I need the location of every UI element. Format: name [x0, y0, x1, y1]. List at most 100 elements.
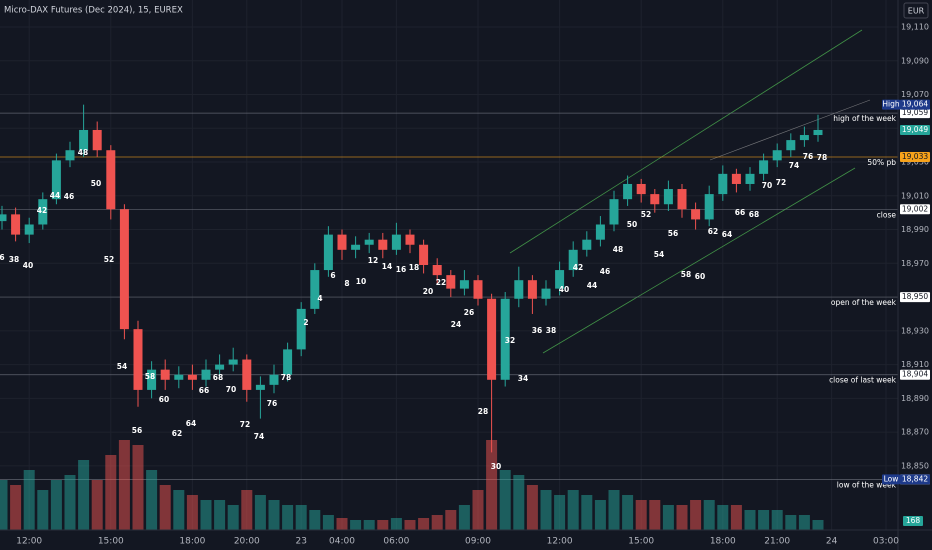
tag-name-box	[882, 474, 900, 485]
x-tick-label: 06:00	[383, 537, 409, 547]
volume-bar	[567, 490, 579, 530]
candle-body	[283, 349, 293, 375]
volume-bar	[581, 495, 593, 530]
volume-tag	[903, 516, 923, 526]
volume-bar	[798, 515, 810, 530]
candle-body	[636, 183, 646, 195]
volume-bar	[37, 490, 49, 530]
candle-body	[378, 239, 388, 250]
level-tag	[900, 204, 930, 215]
candle-body	[92, 129, 102, 151]
x-tick-label: 04:00	[329, 537, 355, 547]
volume	[0, 440, 824, 530]
volume-bar	[608, 490, 620, 530]
candle-body	[160, 369, 170, 380]
volume-bar	[635, 500, 647, 530]
y-tick-label: 18,850	[901, 461, 929, 470]
volume-bar	[146, 470, 158, 530]
x-tick-label: 15:00	[98, 537, 124, 547]
volume-bar	[23, 470, 35, 530]
candle-body	[527, 280, 537, 299]
volume-bar	[703, 500, 715, 530]
volume-bar	[744, 510, 756, 530]
bar-count: 40	[23, 261, 33, 270]
price-tag-label: 19,064	[902, 100, 928, 109]
channel-upper	[509, 29, 863, 254]
candle-body	[351, 244, 361, 250]
y-tick-label: 19,110	[901, 23, 929, 32]
bar-count: 52	[641, 210, 651, 219]
volume-bar	[322, 515, 334, 530]
level-name: close	[877, 210, 897, 219]
grid	[0, 0, 898, 530]
bar-count: 74	[789, 161, 799, 170]
bar-count: 72	[240, 420, 250, 429]
candle-body	[269, 374, 279, 385]
bar-count: 60	[695, 272, 705, 281]
volume-bar	[173, 490, 185, 530]
volume-bar	[377, 520, 389, 530]
y-tick-label: 18,910	[901, 360, 929, 369]
currency-box[interactable]	[903, 2, 929, 19]
bar-count: 64	[186, 419, 196, 428]
bar-count: 70	[226, 385, 236, 394]
bar-count: 42	[37, 206, 47, 215]
level-name: open of the week	[831, 298, 897, 307]
x-tick-label: 24	[826, 537, 838, 547]
candle-body	[38, 199, 48, 225]
level-tag-label: 19,033	[902, 152, 928, 161]
volume-bar	[404, 520, 416, 530]
bar-count: 38	[546, 326, 556, 335]
level-tag-label: 18,950	[902, 292, 928, 301]
volume-bar	[785, 515, 797, 530]
volume-bar	[214, 500, 226, 530]
candle-body	[65, 150, 75, 161]
bar-count: 10	[356, 277, 366, 286]
level-name: close of last week	[829, 376, 897, 385]
candle-body	[691, 209, 701, 220]
volume-bar	[118, 440, 130, 530]
candle-body	[704, 194, 714, 220]
y-tick-label: 18,990	[901, 225, 929, 234]
price-tag	[900, 474, 930, 485]
bar-count: 68	[213, 373, 223, 382]
bar-count: 78	[817, 153, 827, 162]
bar-count: 28	[478, 407, 488, 416]
candle-body	[745, 173, 755, 184]
candle-body	[51, 160, 61, 200]
bar-count: 54	[654, 250, 664, 259]
volume-bar	[758, 510, 770, 530]
bar-count: 26	[464, 308, 474, 317]
x-tick-label: 09:00	[465, 537, 491, 547]
candle-body	[772, 150, 782, 161]
bar-count: 66	[735, 208, 745, 217]
candle-body	[24, 224, 34, 235]
x-tick-label: 12:00	[547, 537, 573, 547]
tag-name: Low	[884, 474, 899, 483]
x-tick-label: 12:00	[16, 537, 42, 547]
channels	[509, 29, 871, 354]
candle-body	[147, 369, 157, 390]
bar-count: 36	[532, 326, 542, 335]
level-tag	[900, 292, 930, 303]
bar-count: 60	[159, 395, 169, 404]
bar-count: 78	[281, 373, 291, 382]
candle-body	[813, 129, 823, 136]
bar-count: 68	[749, 210, 759, 219]
bar-count: 48	[78, 148, 88, 157]
bar-count: 72	[776, 178, 786, 187]
tag-name-box	[882, 99, 900, 110]
bar-count: 56	[668, 229, 678, 238]
y-tick-label: 18,930	[901, 326, 929, 335]
channel-lower	[542, 167, 856, 354]
y-tick-label: 19,030	[901, 158, 929, 167]
candle-body	[228, 359, 238, 365]
volume-bar	[418, 518, 430, 530]
volume-bar	[445, 510, 457, 530]
bar-count: 46	[600, 267, 610, 276]
y-tick-label: 19,070	[901, 90, 929, 99]
volume-bar	[622, 495, 634, 530]
bar-count: 12	[368, 256, 378, 265]
tag-name: High	[882, 100, 899, 109]
